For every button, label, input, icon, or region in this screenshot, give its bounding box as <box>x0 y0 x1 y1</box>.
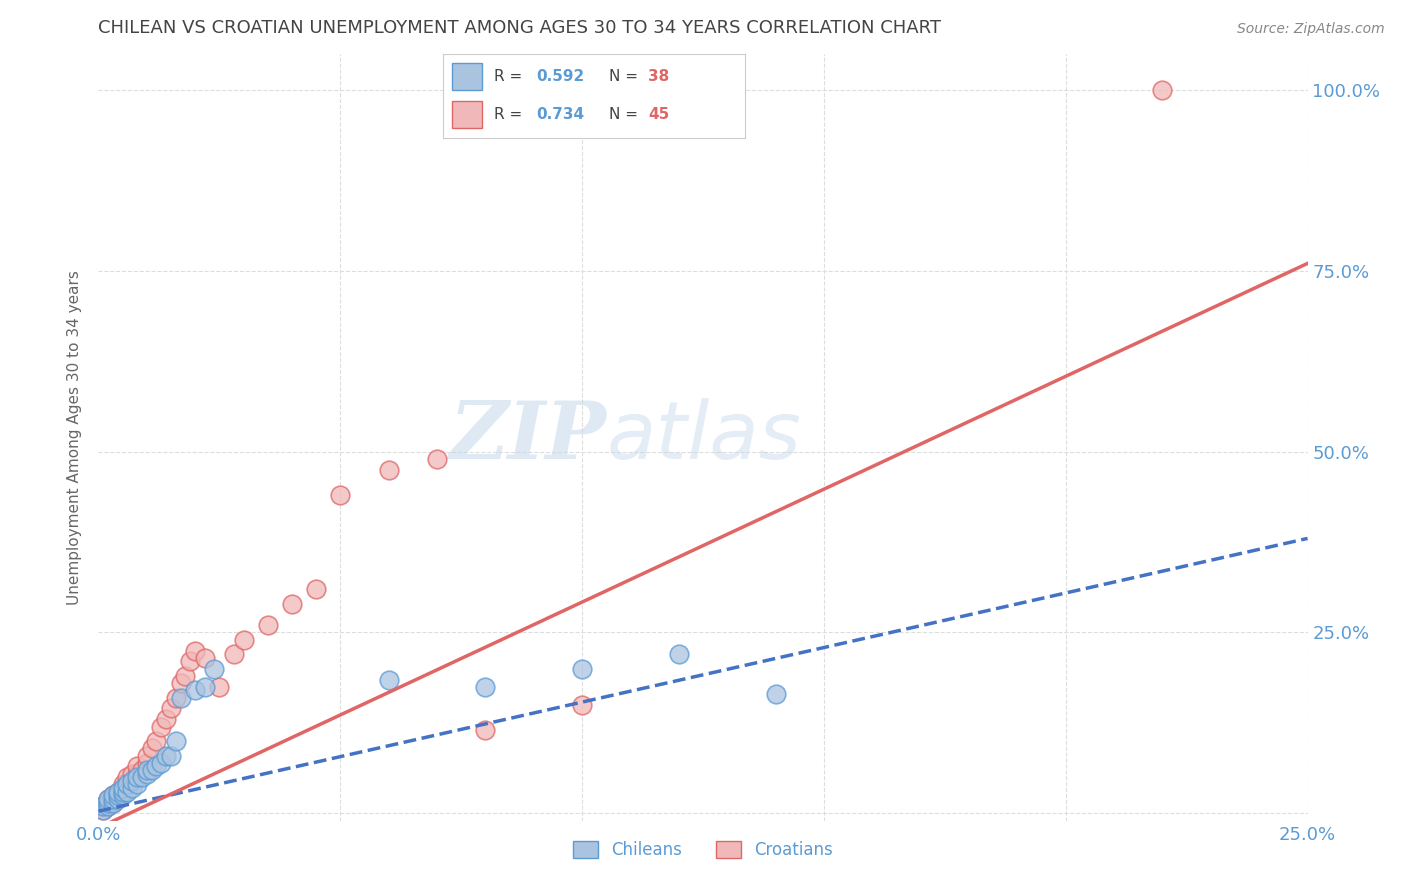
Point <box>150 756 173 770</box>
Point <box>135 763 157 777</box>
Point <box>101 792 124 806</box>
Point <box>256 618 278 632</box>
Point <box>165 690 187 705</box>
Point <box>174 669 197 683</box>
Point <box>377 673 399 687</box>
Point <box>204 662 226 676</box>
Point <box>127 770 149 784</box>
Text: atlas: atlas <box>606 398 801 476</box>
Point <box>131 770 153 784</box>
Point <box>150 720 173 734</box>
Point <box>111 777 134 791</box>
Point <box>101 789 124 803</box>
Point <box>169 690 191 705</box>
Point <box>101 796 124 810</box>
Point <box>111 785 134 799</box>
Point <box>377 463 399 477</box>
Point <box>135 748 157 763</box>
Point <box>117 770 139 784</box>
Point <box>101 792 124 806</box>
Point <box>668 647 690 661</box>
Point <box>97 796 120 810</box>
Point <box>97 799 120 814</box>
Point <box>121 780 143 795</box>
Point <box>97 792 120 806</box>
Point <box>426 451 449 466</box>
Point <box>127 759 149 773</box>
Point <box>135 766 157 780</box>
Point <box>305 582 328 596</box>
Point <box>141 763 163 777</box>
Point <box>160 748 183 763</box>
Point <box>117 785 139 799</box>
Point <box>101 789 124 803</box>
Point <box>121 773 143 788</box>
Text: ZIP: ZIP <box>450 399 606 475</box>
Point <box>194 680 217 694</box>
FancyBboxPatch shape <box>451 62 482 90</box>
Point <box>145 734 167 748</box>
Text: 45: 45 <box>648 107 669 122</box>
Point <box>474 680 496 694</box>
Point <box>281 597 304 611</box>
Point <box>91 799 114 814</box>
Text: 38: 38 <box>648 69 669 84</box>
Point <box>117 777 139 791</box>
Point <box>107 785 129 799</box>
Point <box>184 643 207 657</box>
Point <box>121 766 143 780</box>
Point <box>1152 83 1174 97</box>
Text: 0.592: 0.592 <box>537 69 585 84</box>
Point <box>117 777 139 791</box>
Point <box>194 650 217 665</box>
Point <box>155 748 177 763</box>
Point <box>232 632 254 647</box>
Point <box>135 756 157 770</box>
Point <box>474 723 496 738</box>
Point <box>111 780 134 795</box>
Y-axis label: Unemployment Among Ages 30 to 34 years: Unemployment Among Ages 30 to 34 years <box>67 269 83 605</box>
Point <box>101 796 124 810</box>
Point <box>571 698 593 712</box>
Point <box>222 647 245 661</box>
Text: 0.734: 0.734 <box>537 107 585 122</box>
Point <box>127 777 149 791</box>
Point <box>97 799 120 814</box>
Point <box>111 785 134 799</box>
Point <box>765 687 787 701</box>
Point <box>91 803 114 817</box>
Point <box>111 780 134 795</box>
Text: Source: ZipAtlas.com: Source: ZipAtlas.com <box>1237 22 1385 37</box>
Text: R =: R = <box>495 69 527 84</box>
Point <box>107 792 129 806</box>
Point <box>160 701 183 715</box>
FancyBboxPatch shape <box>451 101 482 128</box>
Point <box>97 792 120 806</box>
Point <box>91 799 114 814</box>
Point <box>155 712 177 726</box>
Point <box>184 683 207 698</box>
Point <box>208 680 231 694</box>
Point <box>169 676 191 690</box>
Point <box>329 488 352 502</box>
Text: CHILEAN VS CROATIAN UNEMPLOYMENT AMONG AGES 30 TO 34 YEARS CORRELATION CHART: CHILEAN VS CROATIAN UNEMPLOYMENT AMONG A… <box>98 19 942 37</box>
Point <box>97 796 120 810</box>
Point <box>91 803 114 817</box>
Point <box>179 655 201 669</box>
Point <box>127 766 149 780</box>
Point <box>107 789 129 803</box>
Point <box>121 773 143 788</box>
Legend: Chileans, Croatians: Chileans, Croatians <box>567 835 839 866</box>
Point <box>107 789 129 803</box>
Point <box>165 734 187 748</box>
Point <box>571 662 593 676</box>
Text: R =: R = <box>495 107 527 122</box>
Point <box>107 785 129 799</box>
Text: N =: N = <box>609 69 643 84</box>
Point <box>131 763 153 777</box>
Point <box>141 741 163 756</box>
Text: N =: N = <box>609 107 643 122</box>
Point <box>145 759 167 773</box>
Point <box>111 789 134 803</box>
